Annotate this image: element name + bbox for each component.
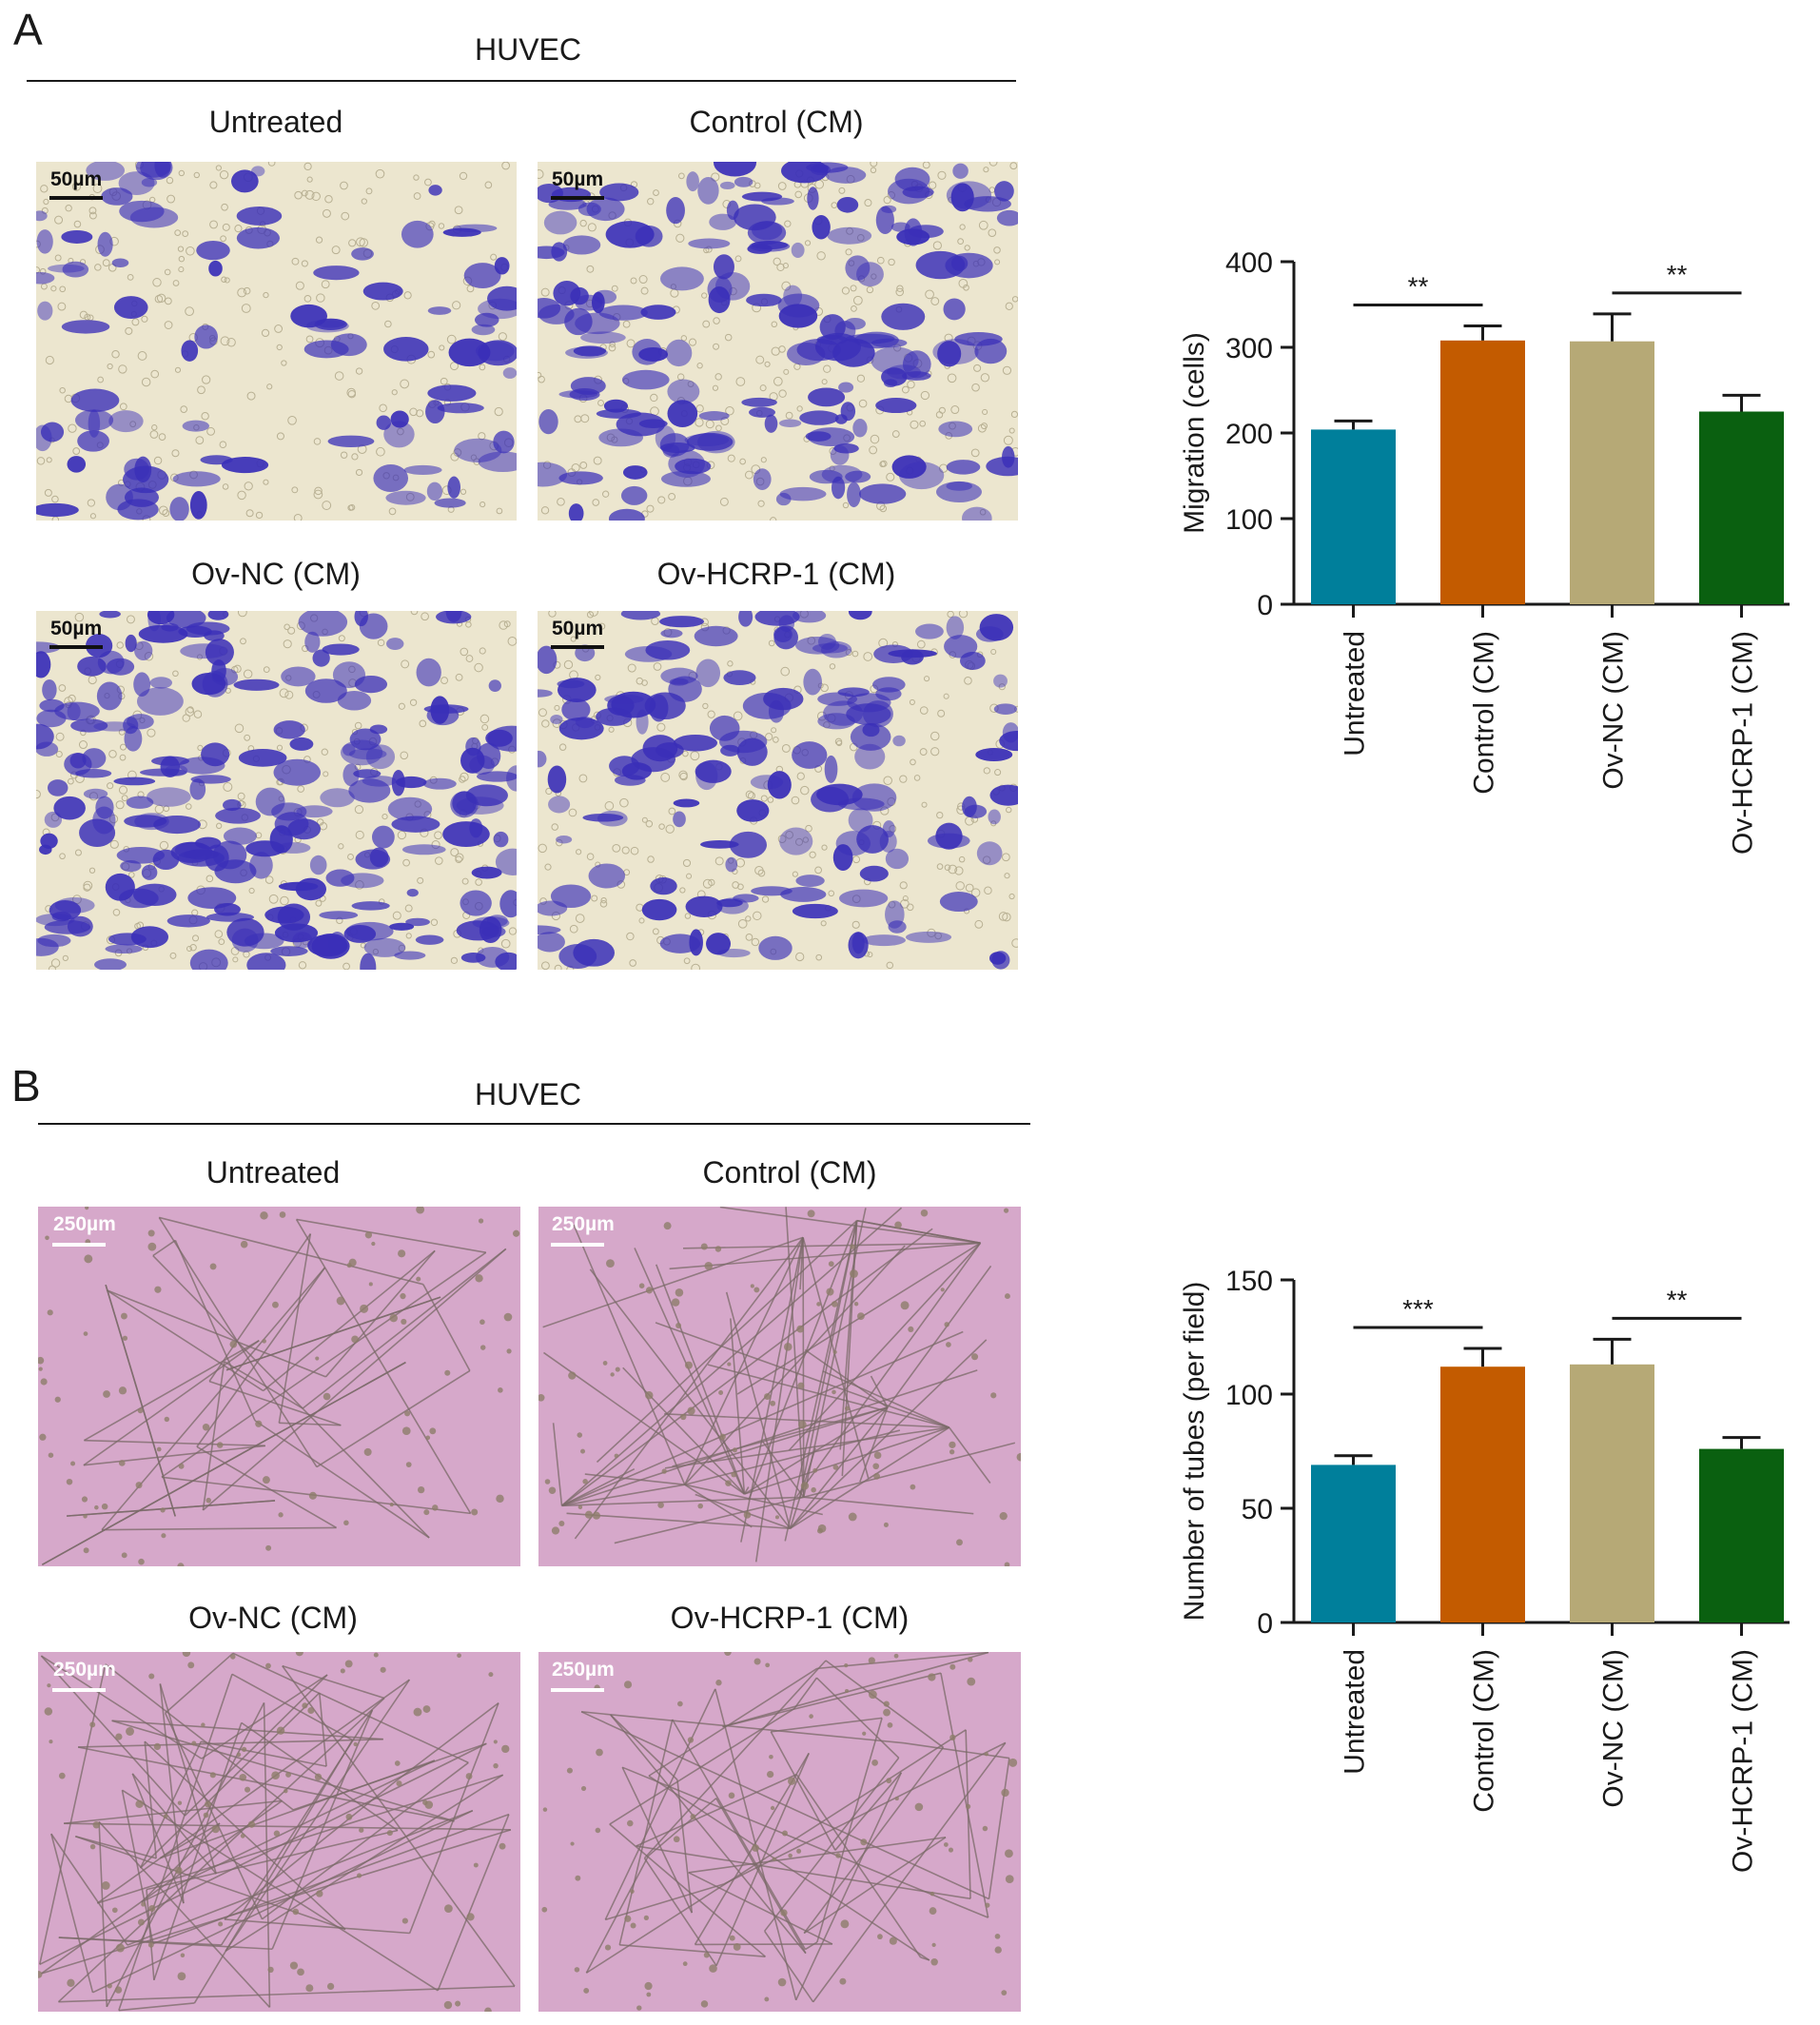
panel-b-letter: B <box>11 1061 41 1111</box>
panel-a-title-untreated: Untreated <box>208 105 343 139</box>
micrograph-a-ov-hcrp1 <box>538 611 1018 970</box>
tubes-ytick-label: 0 <box>1257 1608 1273 1640</box>
migration-bar <box>1699 411 1784 604</box>
tubes-bar <box>1440 1366 1525 1622</box>
scale-bar-a-ov-hcrp1 <box>551 645 604 649</box>
tubes-y-axis-label: Number of tubes (per field) <box>1179 1282 1210 1622</box>
tubes-significance-stars: ** <box>1667 1285 1688 1314</box>
tubes-ytick-label: 100 <box>1225 1380 1273 1411</box>
scale-label-a-control: 50µm <box>552 168 604 190</box>
tubes-significance-stars: *** <box>1402 1294 1434 1324</box>
panel-b-title-ov-hcrp1: Ov-HCRP-1 (CM) <box>670 1601 910 1635</box>
scale-bar-b-control <box>551 1243 604 1247</box>
migration-bar <box>1570 341 1654 604</box>
migration-y-axis-label: Migration (cells) <box>1179 332 1210 534</box>
panel-a-title-control: Control (CM) <box>689 105 864 139</box>
migration-ytick-label: 400 <box>1225 247 1273 279</box>
migration-bar <box>1440 340 1525 604</box>
tubes-bar <box>1311 1465 1396 1622</box>
panel-b-title-control: Control (CM) <box>702 1155 877 1189</box>
scale-bar-a-control <box>551 196 604 200</box>
migration-xtick-label: Untreated <box>1340 631 1371 757</box>
scale-label-b-ov-hcrp1: 250µm <box>552 1659 615 1681</box>
tubes-xtick-label: Untreated <box>1340 1649 1371 1775</box>
panel-b-title-untreated: Untreated <box>205 1155 341 1189</box>
scale-bar-a-ov-nc <box>49 645 103 649</box>
micrograph-a-ov-nc <box>36 611 517 970</box>
scale-bar-b-ov-hcrp1 <box>551 1688 604 1692</box>
migration-ytick-label: 300 <box>1225 333 1273 364</box>
panel-a-cell-line: HUVEC <box>474 32 581 67</box>
scale-label-b-untreated: 250µm <box>53 1213 116 1235</box>
micrograph-b-ov-hcrp1 <box>538 1652 1021 2012</box>
tube-formation-bar-chart: 0 50 100 150 Number of tubes (per field) Untr… <box>1179 1266 1790 1873</box>
scale-label-a-untreated: 50µm <box>50 168 103 190</box>
micrograph-b-untreated <box>38 1207 520 1566</box>
panel-a-divider <box>27 80 1016 82</box>
migration-significance-stars: ** <box>1408 272 1429 302</box>
tubes-xtick-label: Control (CM) <box>1469 1649 1500 1813</box>
panel-a-letter: A <box>13 5 43 54</box>
tubes-xtick-label: Ov-HCRP-1 (CM) <box>1728 1649 1759 1873</box>
panel-a-title-ov-hcrp1: Ov-HCRP-1 (CM) <box>656 557 896 591</box>
panel-b-title-ov-nc: Ov-NC (CM) <box>188 1601 358 1635</box>
migration-xtick-label: Ov-NC (CM) <box>1598 631 1630 790</box>
scale-bar-b-ov-nc <box>52 1688 106 1692</box>
scale-bar-b-untreated <box>52 1243 106 1247</box>
migration-significance-stars: ** <box>1667 260 1688 289</box>
migration-ytick-label: 100 <box>1225 504 1273 536</box>
micrograph-b-ov-nc <box>38 1652 520 2012</box>
scale-bar-a-untreated <box>49 196 103 200</box>
tubes-ytick-label: 50 <box>1242 1494 1273 1525</box>
migration-ytick-label: 0 <box>1257 590 1273 621</box>
migration-xtick-label: Control (CM) <box>1469 631 1500 795</box>
panel-a-title-ov-nc: Ov-NC (CM) <box>191 557 361 591</box>
micrograph-b-control <box>538 1207 1021 1566</box>
tubes-xtick-label: Ov-NC (CM) <box>1598 1649 1630 1808</box>
micrograph-a-untreated <box>36 162 517 521</box>
migration-bar-chart: 0 100 200 300 400 Migration (cells) Untreated C… <box>1179 247 1790 855</box>
tubes-bar <box>1699 1448 1784 1622</box>
tubes-bar <box>1570 1364 1654 1622</box>
panel-b-divider <box>38 1123 1030 1125</box>
scale-label-b-control: 250µm <box>552 1213 615 1235</box>
scale-label-a-ov-hcrp1: 50µm <box>552 618 604 639</box>
scale-label-b-ov-nc: 250µm <box>53 1659 116 1681</box>
micrograph-a-control <box>538 162 1018 521</box>
migration-bar <box>1311 429 1396 604</box>
tubes-ytick-label: 150 <box>1225 1266 1273 1297</box>
scale-label-a-ov-nc: 50µm <box>50 618 103 639</box>
panel-b-cell-line: HUVEC <box>474 1077 581 1111</box>
migration-xtick-label: Ov-HCRP-1 (CM) <box>1728 631 1759 855</box>
migration-ytick-label: 200 <box>1225 419 1273 450</box>
